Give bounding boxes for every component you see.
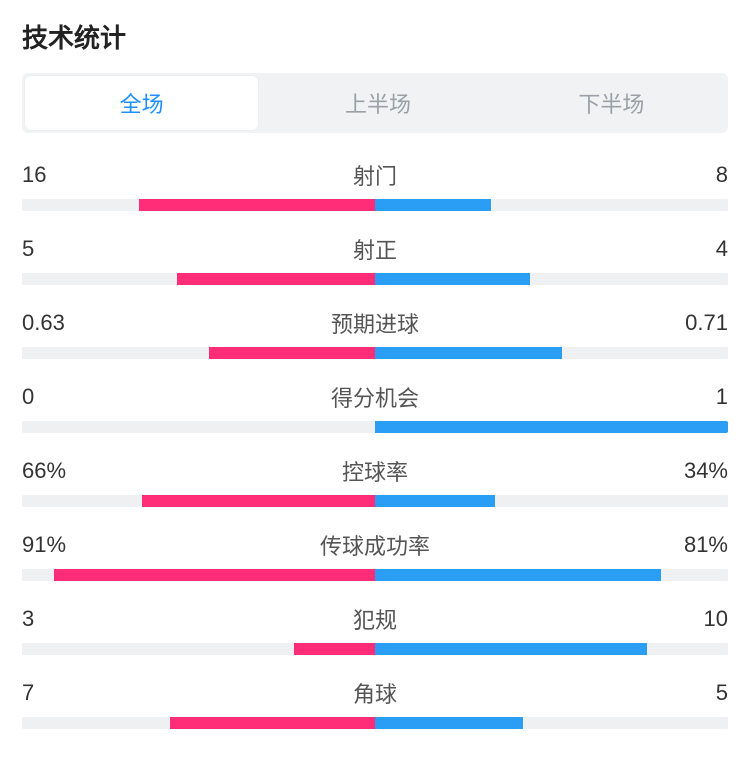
stat-label: 控球率 xyxy=(92,455,658,487)
stat-bar xyxy=(22,569,728,581)
stat-header: 5射正4 xyxy=(22,233,728,265)
stat-header: 7角球5 xyxy=(22,677,728,709)
stat-header: 3犯规10 xyxy=(22,603,728,635)
stat-bar-home-track xyxy=(22,273,375,285)
stat-home-value: 91% xyxy=(22,532,92,558)
stat-bar-away-fill xyxy=(375,495,495,507)
stat-home-value: 5 xyxy=(22,236,92,262)
tab-first-half[interactable]: 上半场 xyxy=(261,73,494,133)
stat-row: 7角球5 xyxy=(22,677,728,729)
stat-bar xyxy=(22,199,728,211)
stat-bar-home-track xyxy=(22,199,375,211)
stats-panel: 技术统计 全场 上半场 下半场 16射门85射正40.63预期进球0.710得分… xyxy=(0,0,750,729)
stat-bar xyxy=(22,717,728,729)
stat-row: 5射正4 xyxy=(22,233,728,285)
stat-bar-home-fill xyxy=(54,569,375,581)
stat-bar-home-fill xyxy=(142,495,375,507)
stat-label: 犯规 xyxy=(92,603,658,635)
stat-home-value: 3 xyxy=(22,606,92,632)
stat-bar-home-fill xyxy=(139,199,376,211)
stat-label: 射正 xyxy=(92,233,658,265)
stat-header: 91%传球成功率81% xyxy=(22,529,728,561)
stat-bar xyxy=(22,347,728,359)
panel-title: 技术统计 xyxy=(22,18,728,55)
stat-bar-away-track xyxy=(375,643,728,655)
stat-bar-home-track xyxy=(22,421,375,433)
stat-row: 91%传球成功率81% xyxy=(22,529,728,581)
stat-label: 得分机会 xyxy=(92,381,658,413)
stat-bar-away-fill xyxy=(375,643,647,655)
stat-home-value: 16 xyxy=(22,162,92,188)
stat-bar-away-track xyxy=(375,273,728,285)
stat-row: 3犯规10 xyxy=(22,603,728,655)
stat-row: 66%控球率34% xyxy=(22,455,728,507)
stat-bar-home-track xyxy=(22,495,375,507)
stat-away-value: 81% xyxy=(658,532,728,558)
stat-bar-away-track xyxy=(375,347,728,359)
stat-label: 传球成功率 xyxy=(92,529,658,561)
stat-bar-home-fill xyxy=(294,643,375,655)
stat-away-value: 5 xyxy=(658,680,728,706)
stat-bar-home-fill xyxy=(177,273,375,285)
stat-away-value: 34% xyxy=(658,458,728,484)
stats-list: 16射门85射正40.63预期进球0.710得分机会166%控球率34%91%传… xyxy=(22,159,728,729)
stat-home-value: 66% xyxy=(22,458,92,484)
stat-bar-away-fill xyxy=(375,347,562,359)
stat-away-value: 0.71 xyxy=(658,310,728,336)
stat-row: 0.63预期进球0.71 xyxy=(22,307,728,359)
tab-full[interactable]: 全场 xyxy=(25,76,258,130)
stat-home-value: 0 xyxy=(22,384,92,410)
stat-bar xyxy=(22,273,728,285)
stat-bar-away-fill xyxy=(375,717,523,729)
stat-bar-home-fill xyxy=(209,347,375,359)
stat-bar-away-fill xyxy=(375,569,661,581)
stat-home-value: 7 xyxy=(22,680,92,706)
stat-bar xyxy=(22,421,728,433)
stat-label: 预期进球 xyxy=(92,307,658,339)
stat-bar-away-fill xyxy=(375,273,530,285)
stat-row: 16射门8 xyxy=(22,159,728,211)
stat-bar-away-track xyxy=(375,199,728,211)
stat-bar-away-fill xyxy=(375,421,728,433)
stat-away-value: 4 xyxy=(658,236,728,262)
stat-bar-home-fill xyxy=(170,717,375,729)
period-tabs: 全场 上半场 下半场 xyxy=(22,73,728,133)
stat-away-value: 8 xyxy=(658,162,728,188)
stat-away-value: 1 xyxy=(658,384,728,410)
stat-bar-home-track xyxy=(22,717,375,729)
stat-bar xyxy=(22,495,728,507)
stat-header: 16射门8 xyxy=(22,159,728,191)
stat-header: 66%控球率34% xyxy=(22,455,728,487)
stat-label: 射门 xyxy=(92,159,658,191)
stat-away-value: 10 xyxy=(658,606,728,632)
stat-bar-home-track xyxy=(22,347,375,359)
stat-bar-away-fill xyxy=(375,199,491,211)
stat-bar-home-track xyxy=(22,643,375,655)
stat-bar-away-track xyxy=(375,495,728,507)
stat-home-value: 0.63 xyxy=(22,310,92,336)
stat-bar-away-track xyxy=(375,569,728,581)
stat-row: 0得分机会1 xyxy=(22,381,728,433)
stat-bar-home-track xyxy=(22,569,375,581)
stat-bar-away-track xyxy=(375,421,728,433)
stat-bar-away-track xyxy=(375,717,728,729)
stat-bar xyxy=(22,643,728,655)
stat-header: 0得分机会1 xyxy=(22,381,728,413)
stat-header: 0.63预期进球0.71 xyxy=(22,307,728,339)
stat-label: 角球 xyxy=(92,677,658,709)
tab-second-half[interactable]: 下半场 xyxy=(495,73,728,133)
